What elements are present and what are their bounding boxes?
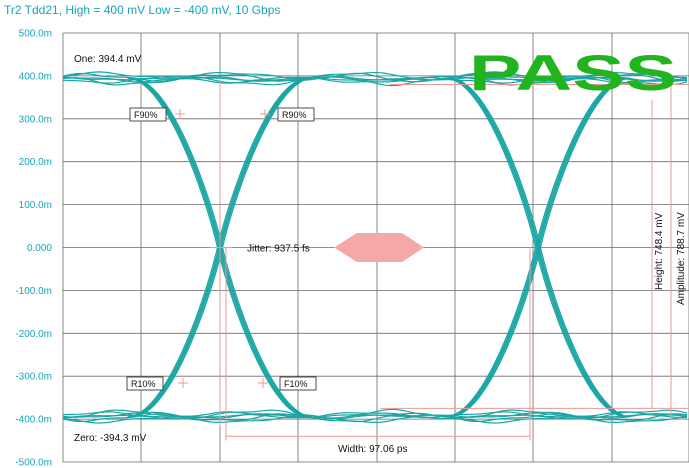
one-level-label: One: 394.4 mV bbox=[74, 54, 142, 65]
trace-one-level bbox=[62, 76, 688, 84]
amplitude-label: Amplitude: 788.7 mV bbox=[676, 212, 687, 305]
f90-label: F90% bbox=[134, 110, 158, 120]
trace-falling-edge bbox=[445, 77, 626, 418]
threshold-marker bbox=[260, 109, 270, 119]
y-tick-label: -300.0m bbox=[15, 372, 52, 383]
y-tick-label: -200.0m bbox=[15, 329, 52, 340]
y-tick-label: -500.0m bbox=[15, 458, 52, 468]
r10-label: R10% bbox=[131, 379, 156, 389]
y-tick-label: 100.0m bbox=[19, 200, 52, 211]
label-box bbox=[277, 107, 315, 122]
trace-falling-edge bbox=[449, 77, 630, 418]
y-tick-label: 500.0m bbox=[19, 29, 52, 40]
trace-zero-level bbox=[62, 413, 688, 423]
y-tick-label: 200.0m bbox=[19, 157, 52, 168]
threshold-marker bbox=[258, 378, 268, 388]
chart-title: Tr2 Tdd21, High = 400 mV Low = -400 mV, … bbox=[4, 3, 281, 17]
trace-falling-edge bbox=[446, 77, 627, 418]
trace-falling-edge bbox=[447, 77, 629, 418]
y-tick-label: 0.000 bbox=[27, 243, 52, 254]
eye-mask-region bbox=[334, 233, 424, 262]
width-label: Width: 97.06 ps bbox=[338, 444, 407, 455]
trace-zero-level bbox=[62, 414, 687, 420]
trace-one-level bbox=[62, 75, 688, 81]
y-tick-label: 300.0m bbox=[19, 114, 52, 125]
trace-zero-level bbox=[62, 411, 688, 419]
label-box bbox=[126, 376, 164, 391]
y-tick-label: -400.0m bbox=[15, 415, 52, 426]
jitter-label: Jitter: 937.5 fs bbox=[247, 244, 310, 255]
label-box bbox=[129, 107, 167, 122]
y-tick-label: 400.0m bbox=[19, 71, 52, 82]
y-tick-label: -100.0m bbox=[15, 286, 52, 297]
threshold-marker bbox=[178, 378, 188, 388]
threshold-marker bbox=[175, 109, 185, 119]
r90-label: R90% bbox=[282, 110, 307, 120]
f10-label: F10% bbox=[284, 379, 308, 389]
zero-level-label: Zero: -394.3 mV bbox=[74, 433, 147, 444]
trace-falling-edge bbox=[450, 77, 631, 418]
label-box bbox=[279, 376, 317, 391]
pass-status: PASS bbox=[469, 45, 677, 101]
trace-one-level bbox=[62, 72, 688, 82]
height-label: Height: 748.4 mV bbox=[654, 212, 665, 290]
